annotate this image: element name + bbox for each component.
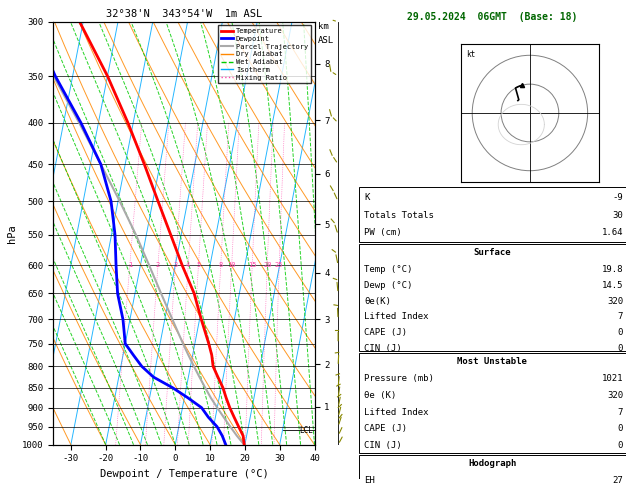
Text: 0: 0 [618,441,623,450]
Text: 3: 3 [173,262,177,268]
Text: 7: 7 [618,312,623,321]
Text: Totals Totals: Totals Totals [364,210,434,220]
Text: Most Unstable: Most Unstable [457,357,527,366]
Text: 320: 320 [607,391,623,400]
Text: CIN (J): CIN (J) [364,344,401,353]
Bar [359,187,626,242]
Text: 5: 5 [196,262,201,268]
Text: 30: 30 [613,210,623,220]
Text: CAPE (J): CAPE (J) [364,328,407,337]
Text: km: km [318,22,328,31]
Text: 25: 25 [275,262,284,268]
Text: 2: 2 [156,262,160,268]
Text: CAPE (J): CAPE (J) [364,424,407,433]
Y-axis label: hPa: hPa [7,224,17,243]
Text: 1.64: 1.64 [602,228,623,237]
Text: kt: kt [467,50,476,58]
Bar [359,353,626,452]
Text: -9: -9 [613,193,623,202]
Text: 1: 1 [128,262,132,268]
Text: Temp (°C): Temp (°C) [364,265,412,275]
Text: 8: 8 [219,262,223,268]
Text: θe(K): θe(K) [364,297,391,306]
Text: 32°38'N  343°54'W  1m ASL: 32°38'N 343°54'W 1m ASL [106,9,262,19]
X-axis label: Dewpoint / Temperature (°C): Dewpoint / Temperature (°C) [99,469,269,479]
Text: 320: 320 [607,297,623,306]
Text: 10: 10 [228,262,236,268]
Text: 7: 7 [618,408,623,417]
Text: Surface: Surface [474,248,511,257]
Text: 0: 0 [618,344,623,353]
Text: 15: 15 [248,262,257,268]
Text: K: K [364,193,369,202]
Text: EH: EH [364,476,375,486]
Text: © weatheronline.co.uk: © weatheronline.co.uk [443,468,541,476]
Text: PW (cm): PW (cm) [364,228,401,237]
Text: 29.05.2024  06GMT  (Base: 18): 29.05.2024 06GMT (Base: 18) [407,12,577,22]
Legend: Temperature, Dewpoint, Parcel Trajectory, Dry Adiabat, Wet Adiabat, Isotherm, Mi: Temperature, Dewpoint, Parcel Trajectory… [218,25,311,83]
Text: Lifted Index: Lifted Index [364,312,428,321]
Text: 20: 20 [263,262,272,268]
Text: Dewp (°C): Dewp (°C) [364,281,412,290]
Text: 27: 27 [613,476,623,486]
Text: Hodograph: Hodograph [468,459,516,468]
Text: Pressure (mb): Pressure (mb) [364,374,434,383]
Text: Lifted Index: Lifted Index [364,408,428,417]
Text: 1021: 1021 [602,374,623,383]
Text: CIN (J): CIN (J) [364,441,401,450]
Text: 14.5: 14.5 [602,281,623,290]
Text: θe (K): θe (K) [364,391,396,400]
Text: LCL: LCL [299,426,313,435]
Text: 19.8: 19.8 [602,265,623,275]
Text: 0: 0 [618,424,623,433]
Bar [359,244,626,351]
Bar [359,455,626,486]
Text: 0: 0 [618,328,623,337]
Text: 4: 4 [186,262,191,268]
Text: ASL: ASL [318,36,334,46]
